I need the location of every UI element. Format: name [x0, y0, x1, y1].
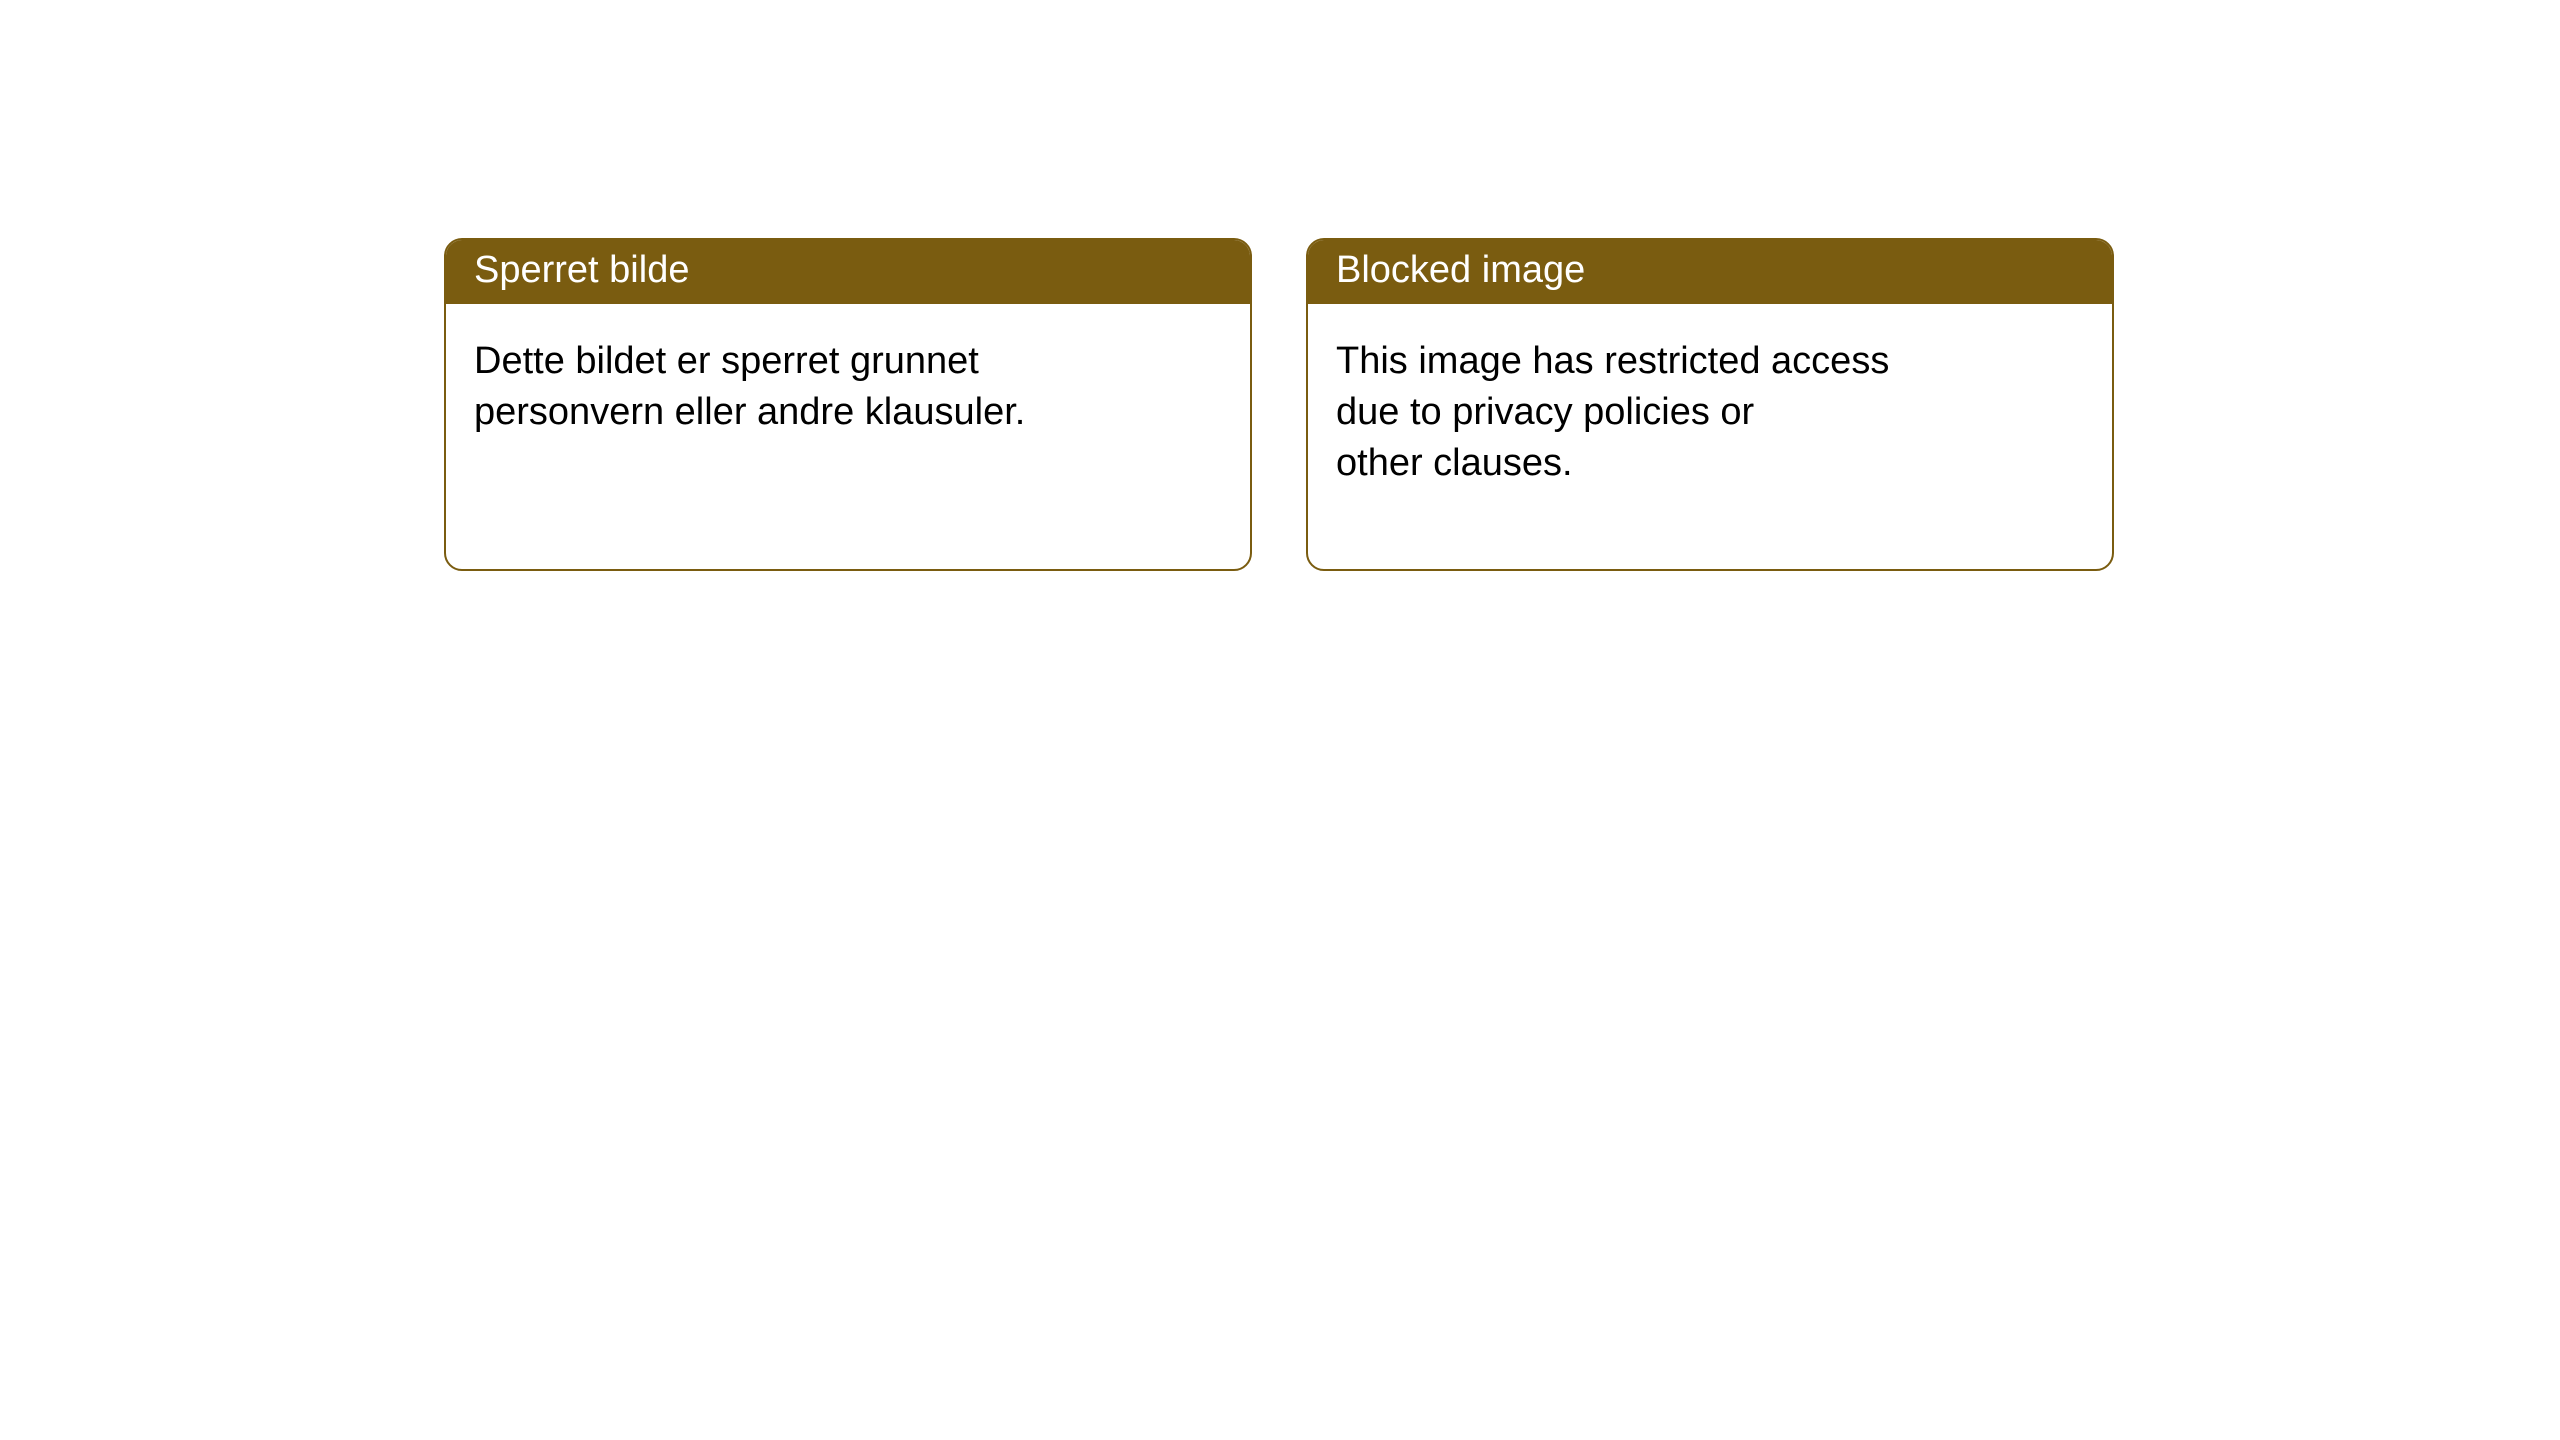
card-header-no: Sperret bilde	[446, 240, 1250, 304]
card-header-en: Blocked image	[1308, 240, 2112, 304]
card-body-en: This image has restricted access due to …	[1308, 304, 2112, 522]
notice-container: Sperret bilde Dette bildet er sperret gr…	[0, 0, 2560, 571]
card-body-no: Dette bildet er sperret grunnet personve…	[446, 304, 1250, 471]
blocked-image-card-no: Sperret bilde Dette bildet er sperret gr…	[444, 238, 1252, 571]
blocked-image-card-en: Blocked image This image has restricted …	[1306, 238, 2114, 571]
